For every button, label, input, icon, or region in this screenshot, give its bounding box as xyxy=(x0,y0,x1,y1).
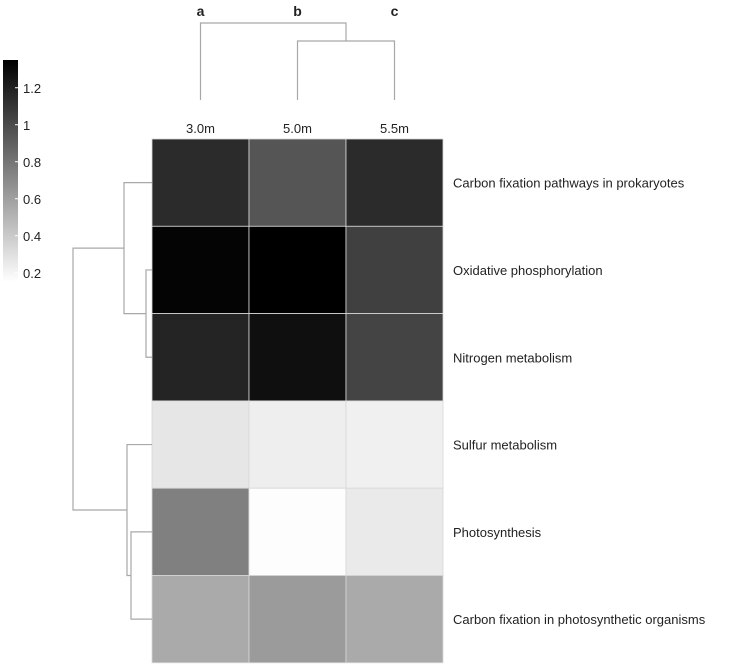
color-scale-tick-label-1: 1 xyxy=(23,118,30,133)
row-label-0: Carbon fixation pathways in prokaryotes xyxy=(453,176,685,191)
heatmap-cell-r0-c1 xyxy=(248,138,347,227)
heatmap-cell-r4-c2 xyxy=(345,487,444,576)
row-dendrogram-branch-4 xyxy=(72,247,127,511)
heatmap-cell-r5-c2 xyxy=(345,575,444,664)
column-letter-0: a xyxy=(197,3,205,19)
heatmap-cell-r0-c0 xyxy=(151,138,250,227)
color-scale-tick-label-2: 0.8 xyxy=(23,155,41,170)
row-label-4: Photosynthesis xyxy=(453,525,542,540)
column-dendrogram-branch-0 xyxy=(296,40,396,100)
row-dendrogram-branch-0 xyxy=(145,269,152,358)
heatmap-cell-r0-c2 xyxy=(345,138,444,227)
heatmap-cell-r3-c1 xyxy=(248,400,347,489)
color-scale-bar xyxy=(3,60,18,282)
column-label-0: 3.0m xyxy=(186,121,215,136)
column-dendrogram-branch-1 xyxy=(199,22,347,100)
heatmap-cell-r2-c0 xyxy=(151,313,250,402)
heatmap-cell-r2-c1 xyxy=(248,313,347,402)
color-scale-tick-label-4: 0.4 xyxy=(23,229,41,244)
heatmap-cell-r1-c2 xyxy=(345,225,444,315)
row-label-2: Nitrogen metabolism xyxy=(453,350,572,365)
column-letter-1: b xyxy=(293,3,302,19)
heatmap-cell-r3-c2 xyxy=(345,400,444,489)
column-label-1: 5.0m xyxy=(283,121,312,136)
column-letter-2: c xyxy=(391,3,399,19)
row-label-1: Oxidative phosphorylation xyxy=(453,263,603,278)
row-label-5: Carbon fixation in photosynthetic organi… xyxy=(453,612,706,627)
heatmap-cell-r5-c1 xyxy=(248,575,347,664)
row-dendrogram-branch-2 xyxy=(130,531,152,620)
heatmap-cell-r3-c0 xyxy=(151,400,250,489)
heatmap-cell-r1-c1 xyxy=(248,225,347,315)
color-scale-tick-label-3: 0.6 xyxy=(23,192,41,207)
heatmap-cell-r4-c1 xyxy=(248,487,347,576)
row-dendrogram-branch-1 xyxy=(123,182,152,315)
heatmap-cell-r2-c2 xyxy=(345,313,444,402)
row-label-3: Sulfur metabolism xyxy=(453,438,557,453)
heatmap-cell-r1-c0 xyxy=(151,225,250,315)
heatmap-cell-r4-c0 xyxy=(151,487,250,576)
color-scale-tick-label-5: 0.2 xyxy=(23,266,41,281)
heatmap-cell-r5-c0 xyxy=(151,575,250,664)
color-scale-tick-label-0: 1.2 xyxy=(23,81,41,96)
column-label-2: 5.5m xyxy=(380,121,409,136)
